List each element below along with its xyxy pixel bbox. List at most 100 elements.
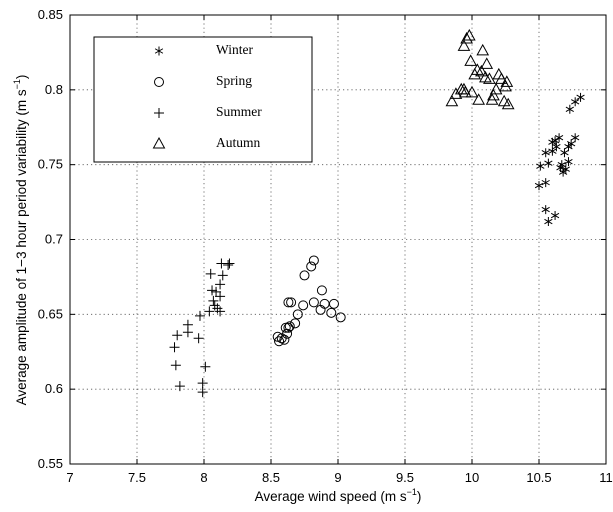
y-tick-label: 0.7	[45, 232, 63, 247]
autumn-point	[499, 79, 512, 92]
spring-point	[335, 312, 346, 323]
x-tick-label: 10	[465, 470, 479, 485]
x-axis-label-end: )	[417, 489, 422, 504]
autumn-point	[497, 94, 511, 107]
summer-point	[193, 333, 204, 344]
legend-marker-summer	[154, 108, 164, 118]
autumn-point	[460, 31, 473, 44]
summer-point	[170, 360, 181, 371]
autumn-point	[489, 82, 503, 95]
winter-point	[576, 92, 585, 102]
x-tick-label: 10.5	[526, 470, 551, 485]
spring-point	[290, 318, 301, 329]
summer-point	[169, 342, 180, 353]
autumn-point	[480, 57, 494, 69]
summer-point	[194, 310, 205, 321]
legend-marker-autumn	[152, 136, 166, 149]
autumn-point	[475, 64, 488, 77]
y-tick-label: 0.85	[38, 7, 63, 22]
summer-point	[197, 387, 208, 398]
legend-label-winter: Winter	[216, 42, 253, 57]
winter-point	[534, 181, 544, 191]
spring-point	[272, 331, 283, 342]
winter-point	[561, 164, 570, 174]
summer-point	[172, 330, 183, 341]
winter-point	[536, 161, 545, 171]
summer-point	[215, 279, 226, 290]
autumn-point	[464, 54, 478, 66]
summer-point	[208, 295, 219, 306]
autumn-point	[485, 93, 499, 105]
autumn-point	[465, 85, 479, 98]
autumn-point	[471, 63, 484, 75]
x-tick-label: 11	[599, 470, 613, 485]
spring-point	[308, 297, 319, 308]
x-tick-label: 9	[334, 470, 341, 485]
x-tick-label: 8	[200, 470, 207, 485]
winter-point	[571, 133, 580, 143]
y-tick-label: 0.75	[38, 157, 63, 172]
winter-point	[560, 148, 569, 158]
winter-point	[571, 97, 580, 107]
spring-point	[316, 285, 327, 296]
winter-point	[557, 160, 566, 170]
autumn-point	[445, 94, 459, 107]
summer-point	[207, 285, 218, 296]
summer-point	[211, 286, 222, 297]
legend-box	[93, 36, 313, 163]
legend-label-spring: Spring	[216, 73, 252, 88]
winter-point	[541, 205, 550, 215]
spring-point	[280, 322, 291, 333]
y-tick-label: 0.8	[45, 82, 63, 97]
legend-label-autumn: Autumn	[216, 135, 261, 150]
summer-point	[205, 268, 216, 279]
summer-point	[174, 381, 185, 392]
data-points	[169, 28, 585, 398]
summer-point	[182, 327, 193, 338]
winter-point	[564, 157, 573, 167]
y-tick-label: 0.55	[38, 456, 63, 471]
autumn-point	[457, 39, 471, 51]
spring-point	[308, 255, 319, 266]
legend-label-summer: Summer	[216, 104, 262, 119]
summer-point	[217, 270, 228, 281]
winter-point	[548, 137, 557, 147]
spring-point	[282, 328, 293, 339]
y-axis-label: Average amplitude of 1−3 hour period var…	[12, 75, 29, 406]
spring-point	[306, 261, 317, 272]
summer-point	[204, 306, 215, 317]
spring-point	[283, 322, 294, 333]
autumn-point	[472, 93, 486, 105]
y-tick-label: 0.65	[38, 306, 63, 321]
autumn-point	[501, 97, 515, 110]
summer-point	[197, 378, 208, 389]
winter-point	[550, 211, 560, 221]
summer-point	[215, 291, 226, 302]
spring-point	[326, 307, 337, 318]
legend-marker-winter	[154, 46, 164, 56]
winter-point	[544, 217, 553, 227]
x-tick-label: 9.5	[396, 470, 414, 485]
legend-marker-spring	[154, 77, 164, 87]
autumn-point	[458, 85, 472, 98]
spring-point	[286, 297, 297, 308]
autumn-point	[500, 75, 514, 87]
x-tick-label: 7.5	[128, 470, 146, 485]
x-axis-label-main: Average wind speed (m s	[255, 489, 407, 504]
summer-point	[212, 303, 223, 314]
x-tick-label: 7	[66, 470, 73, 485]
winter-point	[552, 142, 561, 152]
y-axis-label-end: )	[14, 75, 29, 80]
summer-point	[200, 361, 211, 372]
axis-ticks: 7 7.5 8 8.5 9 9.5 10 10.5 11 0.55 0.6 0.65 0.7 0.75 0.…	[38, 7, 613, 485]
x-axis-label: Average wind speed (m s−1)	[255, 487, 422, 504]
spring-point	[292, 309, 303, 320]
y-axis-label-main: Average amplitude of 1−3 hour period var…	[14, 89, 29, 405]
spring-point	[328, 298, 339, 309]
y-tick-label: 0.6	[45, 381, 63, 396]
autumn-point	[462, 28, 476, 41]
autumn-point	[483, 72, 496, 84]
winter-point	[548, 146, 557, 156]
spring-point	[283, 297, 294, 308]
